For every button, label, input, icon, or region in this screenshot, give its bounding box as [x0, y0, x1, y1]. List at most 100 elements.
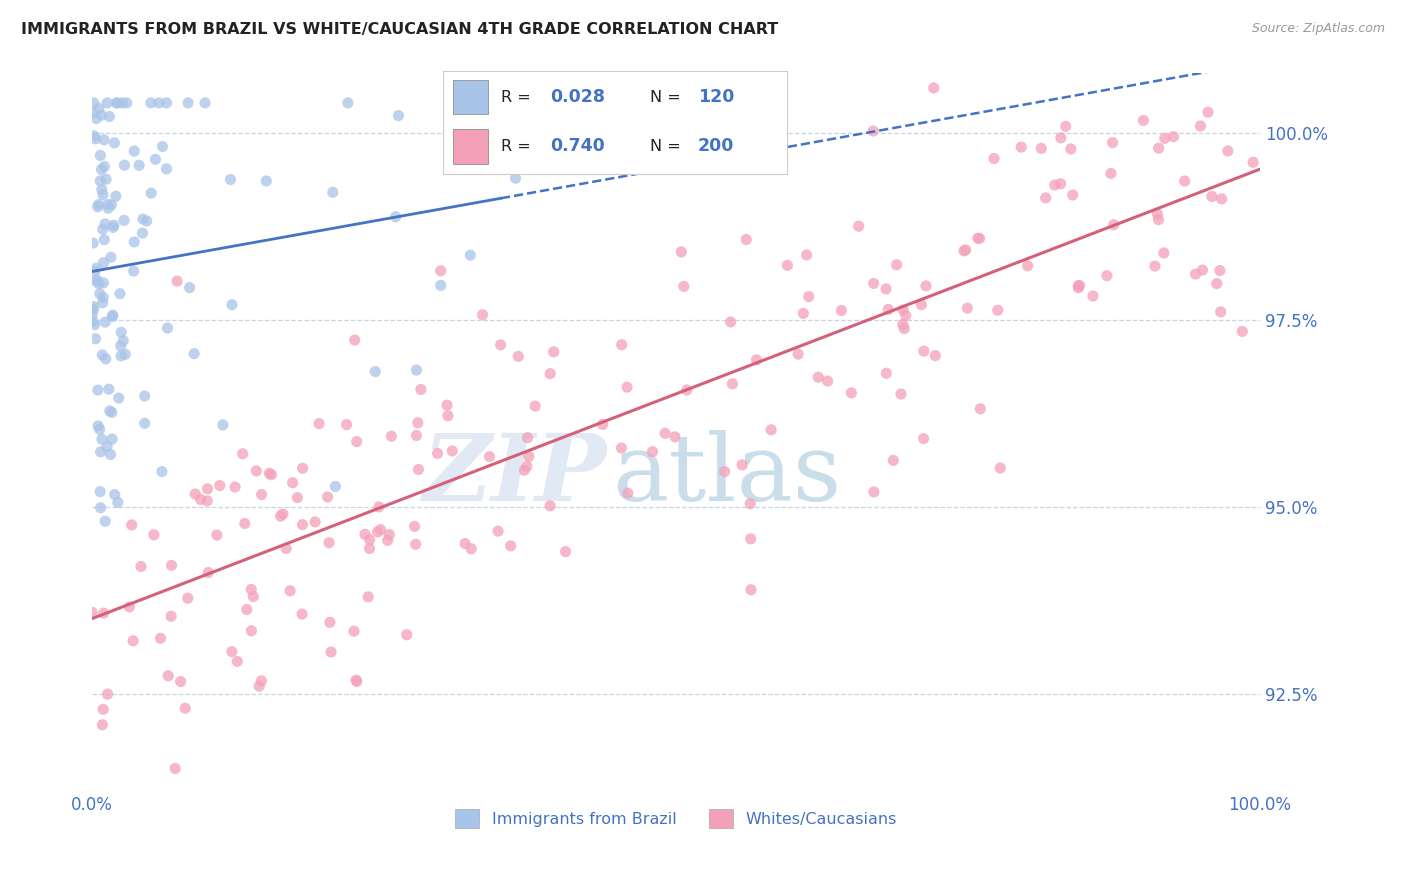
Point [1153, 246, 1175, 260]
Point [882, 453, 904, 467]
Point [877, 302, 900, 317]
Point [94, 514, 117, 528]
Point [221, 298, 243, 312]
Point [152, 139, 174, 153]
Point [720, 315, 742, 329]
Point [208, 478, 231, 492]
Point [367, 524, 389, 539]
Point [205, 528, 228, 542]
Point [1189, 119, 1212, 133]
Point [915, 279, 938, 293]
Point [1062, 188, 1084, 202]
Point [370, 523, 392, 537]
Point [924, 349, 946, 363]
Point [254, 174, 277, 188]
Point [89, 484, 111, 499]
Point [150, 465, 173, 479]
Point [499, 539, 522, 553]
Point [322, 186, 344, 200]
Point [676, 383, 699, 397]
Point [1191, 263, 1213, 277]
Point [233, 516, 256, 531]
Point [969, 231, 991, 245]
Point [543, 344, 565, 359]
Point [93, 233, 115, 247]
Point [787, 347, 810, 361]
Point [346, 674, 368, 689]
Point [1147, 141, 1170, 155]
Point [260, 467, 283, 482]
Point [912, 432, 935, 446]
Point [740, 497, 762, 511]
Point [177, 591, 200, 606]
Point [101, 405, 124, 419]
Point [287, 491, 309, 505]
Point [554, 544, 576, 558]
Point [807, 370, 830, 384]
Point [886, 258, 908, 272]
Point [110, 349, 132, 363]
Point [354, 527, 377, 541]
Point [145, 153, 167, 167]
Point [232, 447, 254, 461]
Point [336, 95, 359, 110]
Point [409, 383, 432, 397]
Point [1035, 191, 1057, 205]
Point [139, 95, 162, 110]
Point [1050, 131, 1073, 145]
Point [179, 280, 201, 294]
Point [1197, 105, 1219, 120]
Point [641, 444, 664, 458]
Point [156, 321, 179, 335]
Point [115, 95, 138, 110]
Point [83, 128, 105, 143]
Point [90, 162, 112, 177]
Point [380, 429, 402, 443]
Point [955, 243, 977, 257]
Point [155, 95, 177, 110]
Point [250, 673, 273, 688]
Point [134, 417, 156, 431]
Point [304, 515, 326, 529]
Point [100, 197, 122, 211]
Point [101, 310, 124, 324]
Point [464, 95, 486, 110]
Point [157, 669, 180, 683]
Point [1102, 218, 1125, 232]
Point [129, 559, 152, 574]
Point [1147, 212, 1170, 227]
Point [387, 109, 409, 123]
Point [1153, 131, 1175, 145]
Text: R =: R = [502, 139, 536, 153]
Point [107, 495, 129, 509]
Point [98, 110, 121, 124]
Point [82, 606, 104, 620]
Point [93, 276, 115, 290]
Text: R =: R = [502, 89, 536, 104]
Point [91, 187, 114, 202]
Point [862, 124, 884, 138]
Point [94, 315, 117, 329]
Point [160, 558, 183, 573]
Point [672, 279, 695, 293]
Point [108, 286, 131, 301]
Point [94, 172, 117, 186]
Point [103, 136, 125, 150]
Point [508, 350, 530, 364]
Point [792, 306, 814, 320]
Point [378, 527, 401, 541]
Point [440, 95, 463, 110]
Point [437, 409, 460, 423]
Point [270, 509, 292, 524]
Point [87, 383, 110, 397]
Point [91, 295, 114, 310]
Point [817, 374, 839, 388]
Point [516, 459, 538, 474]
Point [250, 487, 273, 501]
Point [405, 537, 427, 551]
Text: 0.028: 0.028 [550, 88, 605, 106]
Point [128, 158, 150, 172]
Legend: Immigrants from Brazil, Whites/Caucasians: Immigrants from Brazil, Whites/Caucasian… [449, 803, 903, 835]
Point [121, 517, 143, 532]
Point [83, 300, 105, 314]
